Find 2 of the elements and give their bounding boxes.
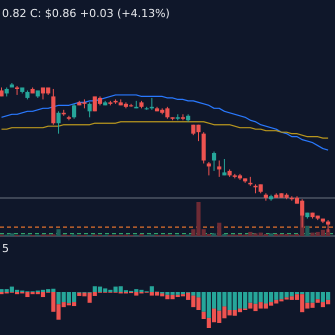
chart-title: 0.82 C: $0.86 +0.03 (+4.13%) [2,7,170,20]
text: 5 [2,242,9,255]
